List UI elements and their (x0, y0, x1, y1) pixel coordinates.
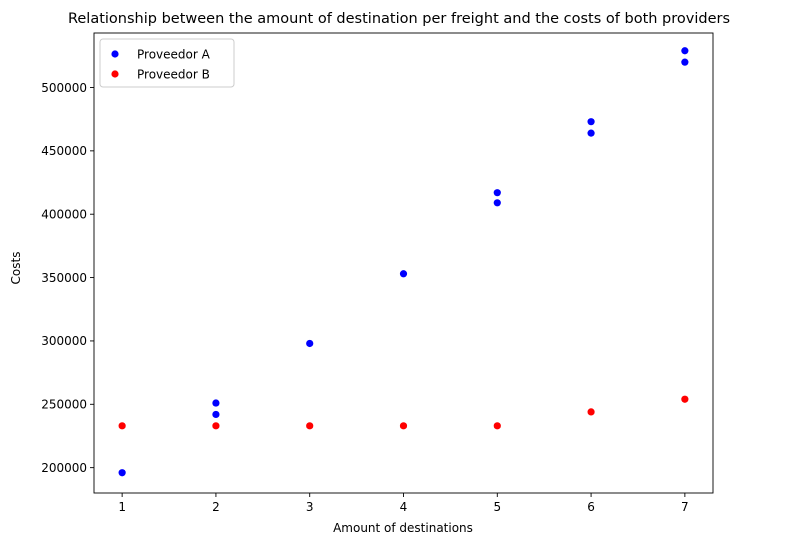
x-axis-label: Amount of destinations (333, 521, 473, 535)
plot-area: 1 2 3 4 5 6 7 200000 250000 300000 350000 400000 450… (41, 32, 714, 514)
x-tick-label: 2 (212, 500, 220, 514)
x-tick-label: 3 (306, 500, 314, 514)
legend-marker-proveedor-b (111, 70, 119, 78)
proveedor-a-point (118, 469, 126, 477)
legend-marker-proveedor-a (111, 50, 119, 58)
proveedor-b-point (118, 422, 126, 430)
chart-title: Relationship between the amount of desti… (68, 11, 730, 27)
legend-label-proveedor-a: Proveedor A (137, 47, 211, 61)
proveedor-a-point (681, 47, 689, 55)
proveedor-a-point (493, 189, 501, 197)
y-tick-label: 300000 (41, 334, 87, 348)
proveedor-b-point (681, 395, 689, 403)
proveedor-a-point (212, 399, 220, 407)
proveedor-a-point (587, 118, 595, 126)
proveedor-b-point (399, 422, 408, 430)
proveedor-a-point (306, 339, 314, 348)
proveedor-a-point (681, 58, 689, 66)
y-tick-label: 350000 (41, 271, 87, 285)
x-tick-label: 6 (587, 500, 595, 514)
proveedor-b-point (587, 408, 595, 416)
y-tick-label: 200000 (41, 461, 87, 475)
x-tick-label: 4 (400, 500, 408, 514)
proveedor-b-point (306, 422, 314, 430)
y-axis-label: Costs (9, 252, 23, 285)
proveedor-b-point (212, 422, 220, 430)
legend-box (99, 38, 235, 88)
x-tick-label: 7 (681, 500, 689, 514)
proveedor-a-point (212, 410, 220, 419)
proveedor-a-point (587, 129, 595, 137)
legend-label-proveedor-b: Proveedor B (137, 67, 210, 81)
y-tick-label: 500000 (41, 81, 87, 95)
x-tick-label: 1 (118, 500, 126, 514)
proveedor-a-point (493, 199, 501, 207)
y-tick-label: 250000 (41, 398, 87, 412)
x-tick-label: 5 (493, 500, 501, 514)
y-tick-label: 400000 (41, 208, 87, 222)
proveedor-b-point (493, 422, 501, 430)
y-tick-label: 450000 (41, 144, 87, 158)
proveedor-a-point (399, 270, 408, 278)
